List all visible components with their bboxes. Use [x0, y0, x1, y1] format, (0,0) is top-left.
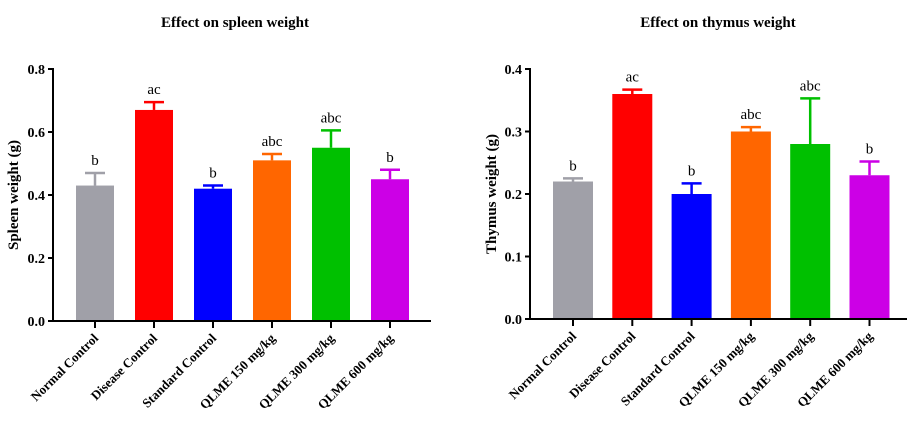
- significance-label: abc: [800, 78, 821, 94]
- significance-label: b: [91, 153, 99, 169]
- chart-title: Effect on thymus weight: [640, 15, 795, 31]
- bar: [671, 194, 712, 319]
- significance-label: abc: [262, 134, 283, 150]
- significance-label: abc: [740, 107, 761, 123]
- bar: [76, 185, 114, 321]
- significance-label: ac: [147, 82, 161, 98]
- bar: [553, 181, 593, 319]
- bar: [312, 147, 350, 321]
- bar: [612, 94, 653, 319]
- y-tick-label: 0.0: [505, 313, 523, 328]
- y-tick-label: 0.2: [505, 188, 523, 203]
- bar: [849, 175, 890, 319]
- significance-label: b: [688, 163, 696, 179]
- y-axis-label: Thymus weight (g): [484, 134, 500, 254]
- significance-label: b: [386, 150, 394, 166]
- y-tick-label: 0.1: [505, 251, 523, 266]
- significance-label: abc: [321, 110, 342, 126]
- bar: [790, 144, 831, 319]
- y-tick-label: 0.6: [28, 126, 46, 141]
- y-tick-label: 0.4: [28, 189, 46, 204]
- significance-label: b: [569, 158, 577, 174]
- chart-thymus: Effect on thymus weight Thymus weight (g)…: [484, 15, 907, 410]
- bar: [253, 160, 291, 321]
- y-tick-label: 0.2: [28, 252, 46, 267]
- chart-spleen: Effect on spleen weight Spleen weight (g)…: [6, 15, 431, 412]
- bar: [135, 109, 173, 321]
- y-axis-label: Spleen weight (g): [6, 140, 22, 250]
- y-tick-label: 0.8: [28, 63, 46, 78]
- significance-label: b: [866, 142, 874, 158]
- significance-label: b: [209, 166, 217, 182]
- y-tick-label: 0.4: [505, 63, 523, 78]
- chart-title: Effect on spleen weight: [161, 15, 309, 31]
- y-tick-label: 0.3: [505, 126, 523, 141]
- bar: [730, 131, 771, 319]
- bar: [371, 179, 409, 321]
- bar: [194, 188, 232, 321]
- significance-label: ac: [626, 70, 640, 86]
- y-tick-label: 0.0: [28, 315, 46, 330]
